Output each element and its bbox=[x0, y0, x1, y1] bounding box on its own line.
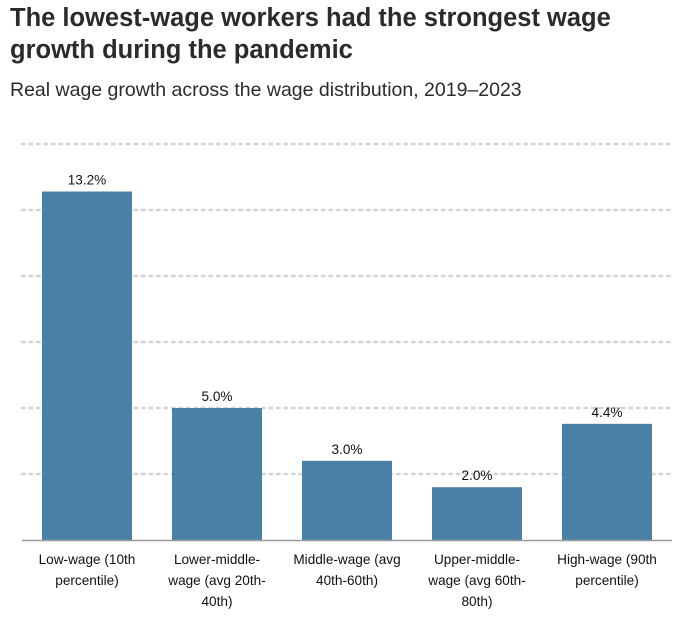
data-label: 5.0% bbox=[202, 389, 233, 404]
category-label: Low-wage (10th percentile) bbox=[38, 552, 136, 588]
category-label: Upper-middle-wage (avg 60th-80th) bbox=[428, 552, 526, 609]
data-label: 2.0% bbox=[462, 468, 493, 483]
category-label: High-wage (90th percentile) bbox=[557, 552, 657, 588]
chart-title: The lowest-wage workers had the stronges… bbox=[10, 4, 611, 64]
data-label: 13.2% bbox=[68, 173, 107, 188]
chart-subtitle: Real wage growth across the wage distrib… bbox=[10, 79, 522, 101]
bar bbox=[42, 191, 132, 540]
category-label: Middle-wage (avg 40th-60th) bbox=[293, 552, 401, 588]
bar bbox=[302, 460, 392, 540]
data-label: 3.0% bbox=[332, 442, 363, 457]
data-label: 4.4% bbox=[592, 405, 623, 420]
bar bbox=[432, 487, 522, 540]
category-label: Lower-middle-wage (avg 20th-40th) bbox=[168, 552, 266, 609]
bar bbox=[172, 408, 262, 540]
bar bbox=[562, 423, 652, 540]
